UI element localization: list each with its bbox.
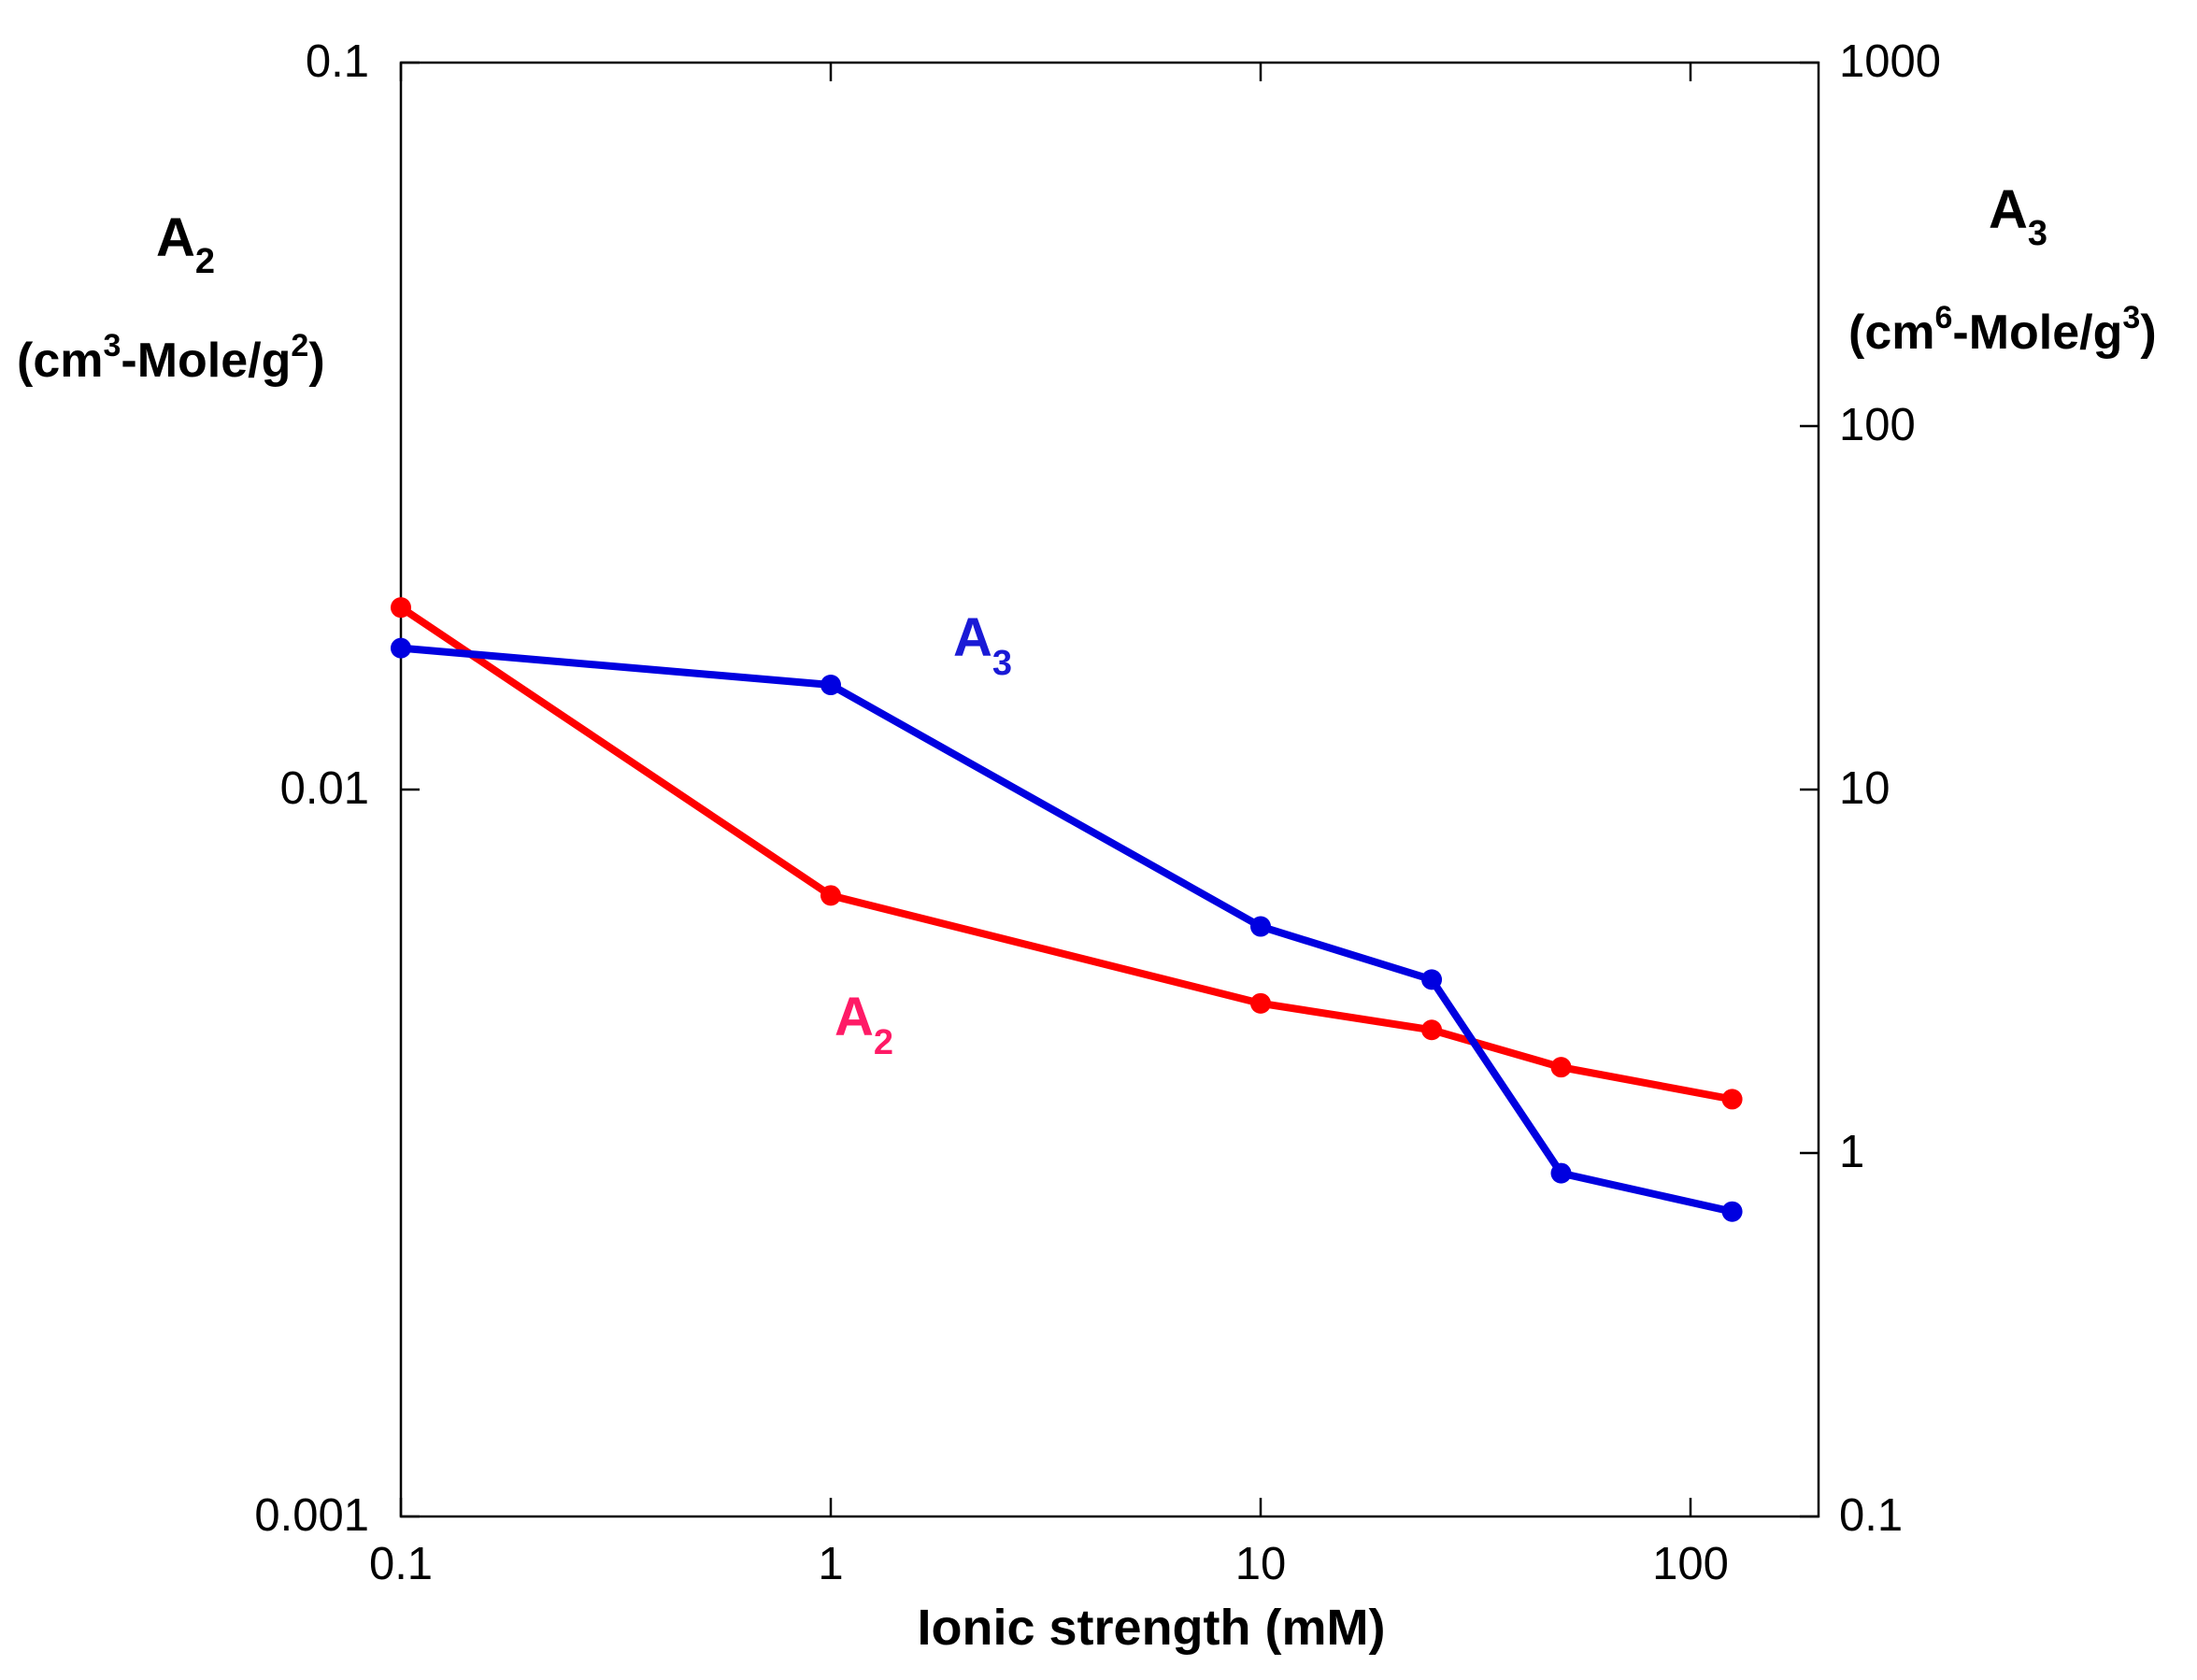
data-point-a2: [1250, 992, 1271, 1014]
plot-frame: [399, 61, 1820, 1518]
x-tick-label: 100: [1652, 1539, 1729, 1589]
right-y-tick-label: 0.1: [1839, 1490, 1903, 1541]
data-point-a2: [1421, 1019, 1443, 1041]
right-y-tick-label: 1: [1839, 1127, 1864, 1177]
series-label-a3: A3: [953, 607, 1012, 683]
left-y-tick-label: 0.001: [254, 1490, 369, 1541]
right-axis-unit: (cm6-Mole/g3): [1848, 300, 2157, 360]
left-y-tick-label: 0.01: [280, 763, 369, 814]
left-axis-title-sub: 2: [195, 242, 215, 281]
data-point-a3: [1250, 916, 1271, 937]
data-point-a3: [820, 675, 841, 696]
data-point-a2: [1550, 1057, 1572, 1078]
right-y-tick-label: 10: [1839, 763, 1890, 814]
data-point-a3: [1421, 969, 1443, 990]
right-axis-title: A3: [1989, 179, 2047, 253]
x-tick-label: 10: [1235, 1539, 1287, 1589]
data-point-a3: [1550, 1162, 1572, 1184]
left-axis-unit: (cm3-Mole/g2): [17, 328, 325, 388]
data-point-a2: [820, 885, 841, 906]
data-point-a2: [391, 597, 411, 619]
series-label-a2: A2: [835, 987, 893, 1062]
data-point-a2: [1721, 1089, 1743, 1110]
right-y-tick-label: 100: [1839, 400, 1916, 450]
left-y-tick-label: 0.1: [306, 36, 369, 87]
series-markers: [391, 597, 1743, 1222]
data-point-a3: [1721, 1201, 1743, 1222]
ticks: 0.1 1 10 100 0.001 0.01 0.1 0.1 1 10 100 1000: [254, 36, 1941, 1589]
x-axis-title: Ionic strength (mM): [918, 1600, 1386, 1656]
left-axis-title-main: A: [156, 207, 195, 268]
data-point-a3: [391, 637, 411, 659]
series-line-a2: [398, 604, 1733, 1103]
series-line-a3: [400, 644, 1733, 1216]
left-axis-title: A2: [156, 207, 215, 281]
right-axis-title-main: A: [1989, 179, 2028, 240]
series-lines: [398, 604, 1733, 1216]
x-tick-label: 1: [818, 1539, 843, 1589]
x-tick-label: 0.1: [369, 1539, 433, 1589]
right-y-tick-label: 1000: [1839, 36, 1941, 87]
right-axis-title-sub: 3: [2028, 214, 2047, 253]
